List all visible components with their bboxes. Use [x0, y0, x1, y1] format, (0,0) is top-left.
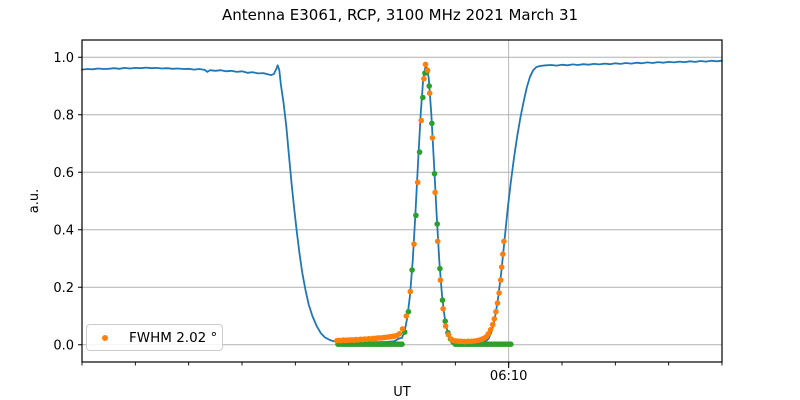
measured-data-dots-point	[432, 189, 438, 196]
y-tick-label: 0.2	[53, 281, 74, 296]
series-layer	[81, 59, 723, 348]
gaussian-fit-dots-point	[420, 94, 426, 101]
measured-data-dots-point	[437, 277, 444, 283]
gaussian-fit-dots-point	[426, 83, 433, 89]
gaussian-fit-dots-point	[508, 341, 514, 348]
gaussian-fit-dots-point	[413, 212, 419, 219]
measured-data-dots-point	[418, 117, 425, 124]
label-layer: UT a.u.	[27, 189, 411, 400]
measured-data-dots-point	[442, 323, 449, 329]
x-axis-label: UT	[393, 385, 411, 400]
measured-data-dots-point	[403, 313, 410, 319]
measured-data-dots-point	[445, 331, 452, 338]
measured-data-dots-point	[440, 306, 446, 312]
measured-data-dots-point	[426, 90, 433, 96]
measured-data-dots-point	[497, 277, 504, 283]
gaussian-fit-dots-point	[442, 318, 449, 325]
gaussian-fit-dots-point	[429, 120, 435, 127]
gaussian-fit-dots-point	[409, 267, 415, 273]
legend: FWHM 2.02 °	[86, 324, 223, 351]
gaussian-fit-dots-point	[437, 265, 443, 272]
legend-marker-dot	[102, 334, 108, 341]
measured-data-dots-point	[396, 331, 403, 337]
measured-data-dots-point	[496, 290, 502, 296]
measured-data-dots-point	[498, 264, 505, 270]
measured-data-dots-point	[434, 238, 441, 245]
x-tick-label: 06:10	[490, 369, 527, 384]
gaussian-fit-dots-point	[439, 297, 446, 304]
grid-layer	[82, 40, 722, 362]
measured-data-dots-point	[487, 327, 494, 333]
measured-data-dots-point	[429, 135, 436, 141]
legend-label: FWHM 2.02 °	[129, 329, 218, 346]
y-tick-label: 1.0	[53, 51, 74, 66]
measured-data-dots-point	[489, 321, 496, 328]
gaussian-fit-dots-point	[434, 221, 441, 227]
gaussian-fit-dots-point	[405, 308, 412, 315]
axes-layer: 0.0 0.2 0.4 0.6 0.8 1.0 06:10	[53, 39, 723, 384]
measured-data-dots-point	[500, 251, 506, 257]
plot-spines	[81, 39, 723, 363]
measured-data-dots-point	[494, 300, 501, 306]
y-axis-label: a.u.	[27, 189, 42, 213]
drift-scan-line	[81, 59, 723, 344]
measured-data-dots-point	[491, 316, 498, 322]
measured-data-dots-point	[501, 238, 507, 245]
gaussian-fit-dots-point	[416, 149, 423, 155]
y-tick-label: 0.8	[53, 108, 74, 123]
y-tick-label: 0.0	[53, 338, 74, 353]
chart-title: Antenna E3061, RCP, 3100 MHz 2021 March …	[221, 6, 579, 24]
y-tick-label: 0.4	[53, 223, 74, 238]
measured-data-dots-point	[414, 179, 421, 186]
measured-data-dots-point	[399, 326, 406, 332]
measured-data-dots-point	[424, 67, 431, 73]
measured-data-dots-point	[411, 241, 417, 247]
gaussian-fit-dots-point	[399, 341, 405, 348]
measured-data-dots-point	[421, 76, 427, 82]
gaussian-fit-dots-point	[431, 170, 438, 177]
measured-data-dots-point	[407, 288, 414, 295]
measured-data-dots-point	[493, 308, 499, 315]
y-tick-label: 0.6	[53, 166, 74, 181]
measured-data-dots-point	[422, 61, 429, 68]
